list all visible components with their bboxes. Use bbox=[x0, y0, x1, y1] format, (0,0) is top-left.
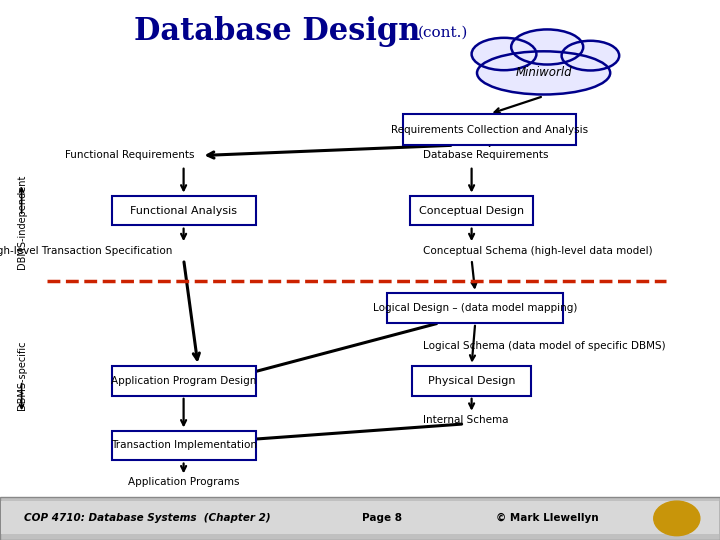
Text: Conceptual Design: Conceptual Design bbox=[419, 206, 524, 215]
Text: DBMS-specific: DBMS-specific bbox=[17, 341, 27, 410]
Text: DBMS-independent: DBMS-independent bbox=[17, 174, 27, 268]
Text: Application Programs: Application Programs bbox=[128, 477, 239, 487]
Text: High-level Transaction Specification: High-level Transaction Specification bbox=[0, 246, 173, 256]
FancyBboxPatch shape bbox=[112, 195, 256, 226]
Ellipse shape bbox=[477, 51, 611, 94]
Text: Conceptual Schema (high-level data model): Conceptual Schema (high-level data model… bbox=[423, 246, 653, 256]
Text: COP 4710: Database Systems  (Chapter 2): COP 4710: Database Systems (Chapter 2) bbox=[24, 514, 271, 523]
Text: Database Design: Database Design bbox=[134, 16, 420, 47]
FancyBboxPatch shape bbox=[412, 366, 531, 395]
Ellipse shape bbox=[511, 29, 583, 64]
FancyBboxPatch shape bbox=[387, 293, 564, 322]
Text: Functional Requirements: Functional Requirements bbox=[65, 150, 194, 160]
Text: Miniworld: Miniworld bbox=[516, 66, 572, 79]
FancyBboxPatch shape bbox=[112, 366, 256, 395]
Text: © Mark Llewellyn: © Mark Llewellyn bbox=[496, 514, 598, 523]
Text: Physical Design: Physical Design bbox=[428, 376, 516, 386]
Text: Functional Analysis: Functional Analysis bbox=[130, 206, 237, 215]
FancyBboxPatch shape bbox=[410, 195, 533, 226]
Text: Database Requirements: Database Requirements bbox=[423, 150, 549, 160]
Ellipse shape bbox=[562, 40, 619, 71]
Bar bbox=[1, 501, 719, 534]
Text: (cont.): (cont.) bbox=[418, 25, 468, 39]
Text: Application Program Design: Application Program Design bbox=[111, 376, 256, 386]
Text: Logical Design – (data model mapping): Logical Design – (data model mapping) bbox=[373, 303, 577, 313]
Bar bbox=[0, 497, 720, 540]
Text: Requirements Collection and Analysis: Requirements Collection and Analysis bbox=[391, 125, 588, 134]
Text: Internal Schema: Internal Schema bbox=[423, 415, 509, 425]
Circle shape bbox=[654, 501, 700, 536]
Text: Logical Schema (data model of specific DBMS): Logical Schema (data model of specific D… bbox=[423, 341, 666, 350]
FancyBboxPatch shape bbox=[112, 431, 256, 460]
FancyBboxPatch shape bbox=[403, 114, 576, 145]
Text: Transaction Implementation: Transaction Implementation bbox=[111, 441, 256, 450]
Ellipse shape bbox=[472, 38, 536, 70]
Text: Page 8: Page 8 bbox=[361, 514, 402, 523]
